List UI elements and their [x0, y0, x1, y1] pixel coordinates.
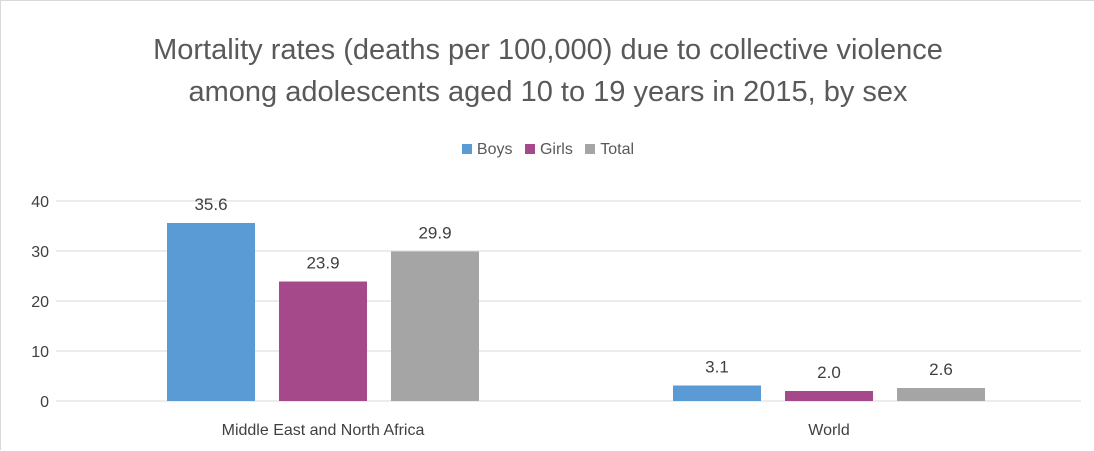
data-label-girls-1: 2.0	[817, 363, 841, 382]
bar-boys-0	[167, 223, 255, 401]
chart-title: Mortality rates (deaths per 100,000) due…	[1, 29, 1094, 113]
legend-item-total: Total	[585, 141, 634, 159]
legend-item-boys: Boys	[461, 141, 513, 159]
legend-label-total: Total	[600, 141, 635, 158]
bar-boys-1	[673, 385, 761, 401]
legend: Boys Girls Total	[1, 141, 1094, 159]
y-tick-label-30: 30	[31, 244, 49, 261]
data-label-total-0: 29.9	[418, 224, 451, 243]
bar-total-0	[391, 251, 479, 401]
y-tick-label-20: 20	[31, 294, 49, 311]
y-tick-label-10: 10	[31, 344, 49, 361]
category-label-0: Middle East and North Africa	[222, 422, 425, 439]
data-label-boys-1: 3.1	[705, 358, 729, 377]
y-tick-label-40: 40	[31, 194, 49, 211]
chart-title-line-2: among adolescents aged 10 to 19 years in…	[188, 76, 908, 108]
bar-girls-1	[785, 391, 873, 401]
legend-swatch-total	[585, 144, 596, 154]
data-label-total-1: 2.6	[929, 360, 953, 379]
data-label-girls-0: 23.9	[306, 254, 339, 273]
y-tick-label-0: 0	[40, 394, 49, 411]
category-label-1: World	[808, 422, 850, 439]
legend-label-girls: Girls	[539, 141, 573, 158]
legend-item-girls: Girls	[524, 141, 573, 159]
legend-swatch-girls	[524, 144, 535, 154]
legend-label-boys: Boys	[476, 141, 513, 158]
chart-title-line-1: Mortality rates (deaths per 100,000) due…	[153, 34, 943, 66]
bar-total-1	[897, 388, 985, 401]
legend-swatch-boys	[461, 144, 472, 154]
bar-girls-0	[279, 281, 367, 401]
data-label-boys-0: 35.6	[194, 195, 227, 214]
